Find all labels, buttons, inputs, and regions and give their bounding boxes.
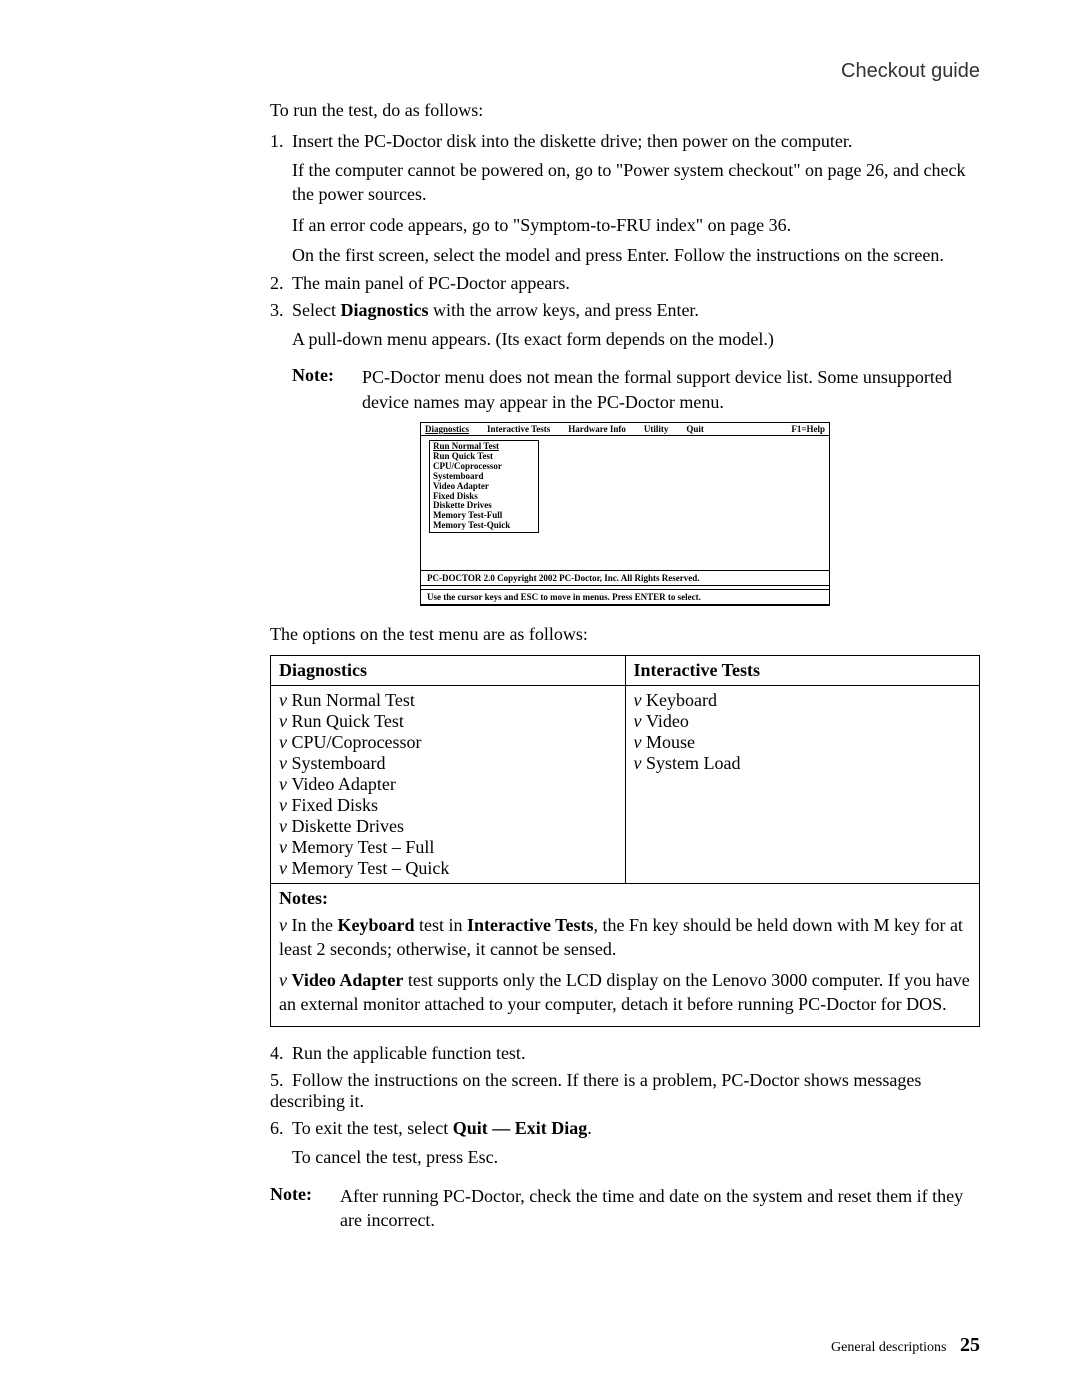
t: Quit — Exit Diag (453, 1118, 588, 1138)
t: Video Adapter (292, 970, 404, 990)
table-cell-interactive: Keyboard Video Mouse System Load (625, 686, 980, 884)
pcd-menu-hardware: Hardware Info (568, 424, 626, 434)
intro-text: To run the test, do as follows: (270, 100, 980, 121)
table-header-interactive: Interactive Tests (625, 656, 980, 686)
section-header: Checkout guide (841, 60, 980, 83)
list-item: Memory Test – Quick (279, 858, 617, 879)
list-item: Systemboard (279, 753, 617, 774)
step-number: 5. (270, 1070, 292, 1091)
t: To exit the test, select (292, 1118, 453, 1138)
list-item: System Load (634, 753, 972, 774)
pcd-dropdown: Run Normal Test Run Quick Test CPU/Copro… (429, 440, 539, 533)
page-number: 25 (960, 1334, 980, 1356)
step-3: 3.Select Diagnostics with the arrow keys… (270, 300, 980, 1027)
table-notes-cell: Notes: In the Keyboard test in Interacti… (271, 884, 980, 1027)
list-item: CPU/Coprocessor (279, 732, 617, 753)
steps-list: 1.Insert the PC-Doctor disk into the dis… (270, 131, 980, 1170)
pcd-menu-utility: Utility (644, 424, 669, 434)
t: In the (292, 915, 338, 935)
list-item: Video (634, 711, 972, 732)
note-item: In the Keyboard test in Interactive Test… (279, 913, 971, 962)
t: . (587, 1118, 592, 1138)
t: test in (415, 915, 468, 935)
step-5: 5.Follow the instructions on the screen.… (270, 1070, 980, 1112)
list-item: Diskette Drives (279, 816, 617, 837)
step-subpara: If an error code appears, go to "Symptom… (292, 213, 980, 237)
step-text: To exit the test, select Quit — Exit Dia… (292, 1118, 592, 1138)
list-item: Fixed Disks (279, 795, 617, 816)
step-1: 1.Insert the PC-Doctor disk into the dis… (270, 131, 980, 267)
list-item: Video Adapter (279, 774, 617, 795)
list-item: Memory Test – Full (279, 837, 617, 858)
notes-list: In the Keyboard test in Interactive Test… (279, 913, 971, 1016)
pcd-menu-help: F1=Help (791, 424, 825, 434)
pcdoctor-screenshot: Diagnostics Interactive Tests Hardware I… (420, 422, 830, 606)
note-block-final: Note: After running PC-Doctor, check the… (270, 1184, 980, 1233)
notes-heading: Notes: (279, 888, 971, 909)
note-item: Video Adapter test supports only the LCD… (279, 968, 971, 1017)
page-footer: General descriptions 25 (831, 1334, 980, 1357)
pcd-statusbar: Use the cursor keys and ESC to move in m… (421, 589, 829, 605)
step-subpara: If the computer cannot be powered on, go… (292, 158, 980, 207)
pcd-menubar: Diagnostics Interactive Tests Hardware I… (421, 423, 829, 436)
interactive-list: Keyboard Video Mouse System Load (634, 690, 972, 774)
diagnostics-list: Run Normal Test Run Quick Test CPU/Copro… (279, 690, 617, 879)
step-bold: Diagnostics (340, 300, 428, 320)
step-post: with the arrow keys, and press Enter. (429, 300, 699, 320)
test-options-table: Diagnostics Interactive Tests Run Normal… (270, 655, 980, 1027)
step-subpara: On the first screen, select the model an… (292, 243, 980, 267)
pcd-body: Run Normal Test Run Quick Test CPU/Copro… (421, 436, 829, 566)
step-2: 2.The main panel of PC-Doctor appears. (270, 273, 980, 294)
list-item: Run Normal Test (279, 690, 617, 711)
step-text: Insert the PC-Doctor disk into the diske… (292, 131, 852, 151)
t: Keyboard (337, 915, 414, 935)
pcd-menu-interactive: Interactive Tests (487, 424, 550, 434)
note-label: Note: (292, 365, 362, 414)
step-subpara: To cancel the test, press Esc. (292, 1145, 980, 1169)
footer-text: General descriptions (831, 1340, 946, 1355)
note-label: Note: (270, 1184, 340, 1233)
pcd-copyright: PC-DOCTOR 2.0 Copyright 2002 PC-Doctor, … (421, 570, 829, 586)
step-number: 6. (270, 1118, 292, 1139)
step-text: Follow the instructions on the screen. I… (270, 1070, 921, 1111)
step-number: 1. (270, 131, 292, 152)
step-pre: Select (292, 300, 340, 320)
table-intro: The options on the test menu are as foll… (270, 624, 980, 645)
list-item: Run Quick Test (279, 711, 617, 732)
step-number: 4. (270, 1043, 292, 1064)
table-header-diagnostics: Diagnostics (271, 656, 626, 686)
step-text: Run the applicable function test. (292, 1043, 525, 1063)
step-subpara: A pull-down menu appears. (Its exact for… (292, 327, 980, 351)
step-4: 4.Run the applicable function test. (270, 1043, 980, 1064)
table-cell-diagnostics: Run Normal Test Run Quick Test CPU/Copro… (271, 686, 626, 884)
step-6: 6.To exit the test, select Quit — Exit D… (270, 1118, 980, 1169)
note-text: After running PC-Doctor, check the time … (340, 1184, 980, 1233)
list-item: Mouse (634, 732, 972, 753)
step-number: 2. (270, 273, 292, 294)
pcd-menu-quit: Quit (686, 424, 704, 434)
step-text: Select Diagnostics with the arrow keys, … (292, 300, 699, 320)
note-text: PC-Doctor menu does not mean the formal … (362, 365, 980, 414)
t: Interactive Tests (467, 915, 593, 935)
pcd-menu-diagnostics: Diagnostics (425, 424, 469, 434)
pcd-item: Memory Test-Quick (433, 521, 535, 531)
list-item: Keyboard (634, 690, 972, 711)
step-text: The main panel of PC-Doctor appears. (292, 273, 570, 293)
step-number: 3. (270, 300, 292, 321)
note-block: Note: PC-Doctor menu does not mean the f… (292, 365, 980, 414)
